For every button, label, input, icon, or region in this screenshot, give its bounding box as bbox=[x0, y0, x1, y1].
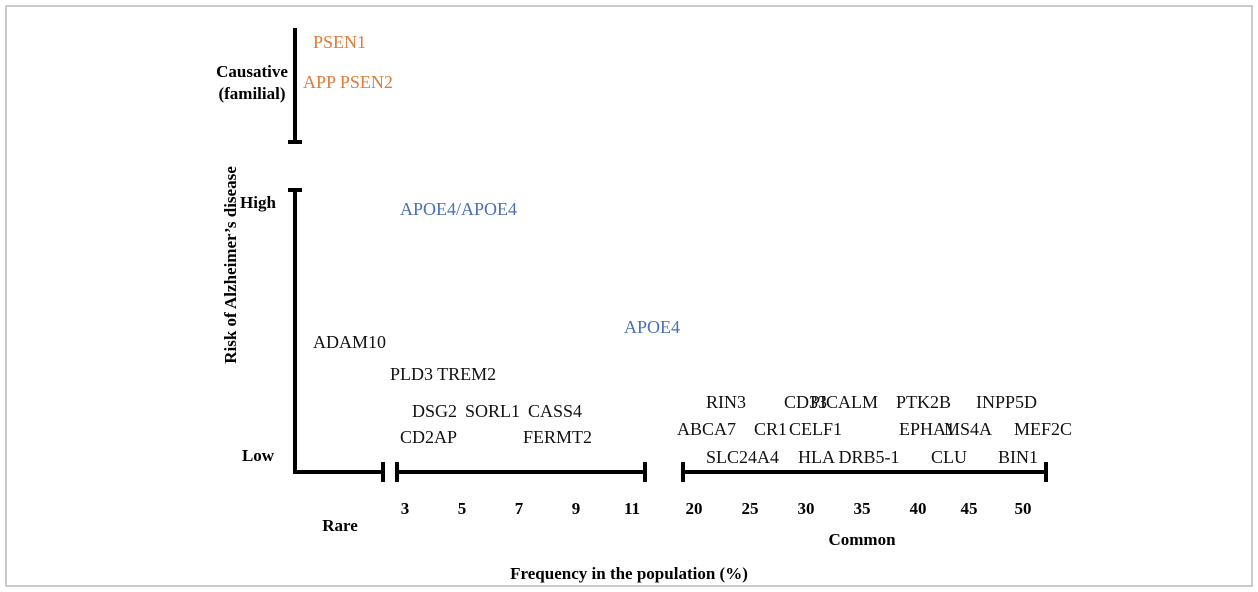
gene-label: FERMT2 bbox=[523, 427, 592, 447]
x-tick-label: 11 bbox=[624, 499, 640, 518]
x-tick-label: 25 bbox=[742, 499, 759, 518]
x-tick-label: 9 bbox=[572, 499, 581, 518]
gene-label: CELF1 bbox=[789, 419, 842, 439]
gene-label: SORL1 bbox=[465, 401, 520, 421]
gene-label: CR1 bbox=[754, 419, 787, 439]
gene-label: BIN1 bbox=[998, 447, 1038, 467]
gene-label: PTK2B bbox=[896, 392, 951, 412]
apoe-gene: APOE4 bbox=[624, 317, 680, 337]
x-tick-label: 45 bbox=[961, 499, 978, 518]
causative-label: Causative bbox=[216, 62, 288, 81]
gene-label: CD2AP bbox=[400, 427, 457, 447]
low-label: Low bbox=[242, 446, 275, 465]
gene-label: CASS4 bbox=[528, 401, 582, 421]
x-tick-label: 40 bbox=[910, 499, 927, 518]
gene-label: ABCA7 bbox=[677, 419, 736, 439]
x-tick-label: 50 bbox=[1015, 499, 1032, 518]
gene-label: PICALM bbox=[810, 392, 878, 412]
gene-label: MS4A bbox=[944, 419, 992, 439]
gene-label: DSG2 bbox=[412, 401, 457, 421]
gene-label: SLC24A4 bbox=[706, 447, 779, 467]
causative-gene: APP PSEN2 bbox=[303, 72, 393, 92]
gene-label: HLA DRB5-1 bbox=[798, 447, 900, 467]
y-axis-title: Risk of Alzheimer’s disease bbox=[221, 166, 240, 364]
x-tick-label: 7 bbox=[515, 499, 524, 518]
gene-label: ADAM10 bbox=[313, 332, 386, 352]
frame bbox=[5, 5, 1253, 587]
x-tick-label: 20 bbox=[686, 499, 703, 518]
gene-label: INPP5D bbox=[976, 392, 1037, 412]
x-tick-label: 30 bbox=[798, 499, 815, 518]
gene-label: EPHA1 bbox=[899, 419, 955, 439]
x-axis-title: Frequency in the population (%) bbox=[510, 564, 748, 583]
x-tick-label: 3 bbox=[401, 499, 410, 518]
axes bbox=[288, 28, 1048, 482]
high-label: High bbox=[240, 193, 276, 212]
rare-label: Rare bbox=[322, 516, 358, 535]
x-tick-label: 35 bbox=[854, 499, 871, 518]
apoe-gene: APOE4/APOE4 bbox=[400, 199, 517, 219]
gene-label: RIN3 bbox=[706, 392, 746, 412]
gene-label: CLU bbox=[931, 447, 967, 467]
common-label: Common bbox=[828, 530, 896, 549]
gene-label: CD33 bbox=[784, 392, 827, 412]
causative-label: (familial) bbox=[218, 84, 285, 103]
gene-label: MEF2C bbox=[1014, 419, 1072, 439]
causative-gene: PSEN1 bbox=[313, 32, 366, 52]
gene-label: PLD3 TREM2 bbox=[390, 364, 496, 384]
x-tick-label: 5 bbox=[458, 499, 467, 518]
